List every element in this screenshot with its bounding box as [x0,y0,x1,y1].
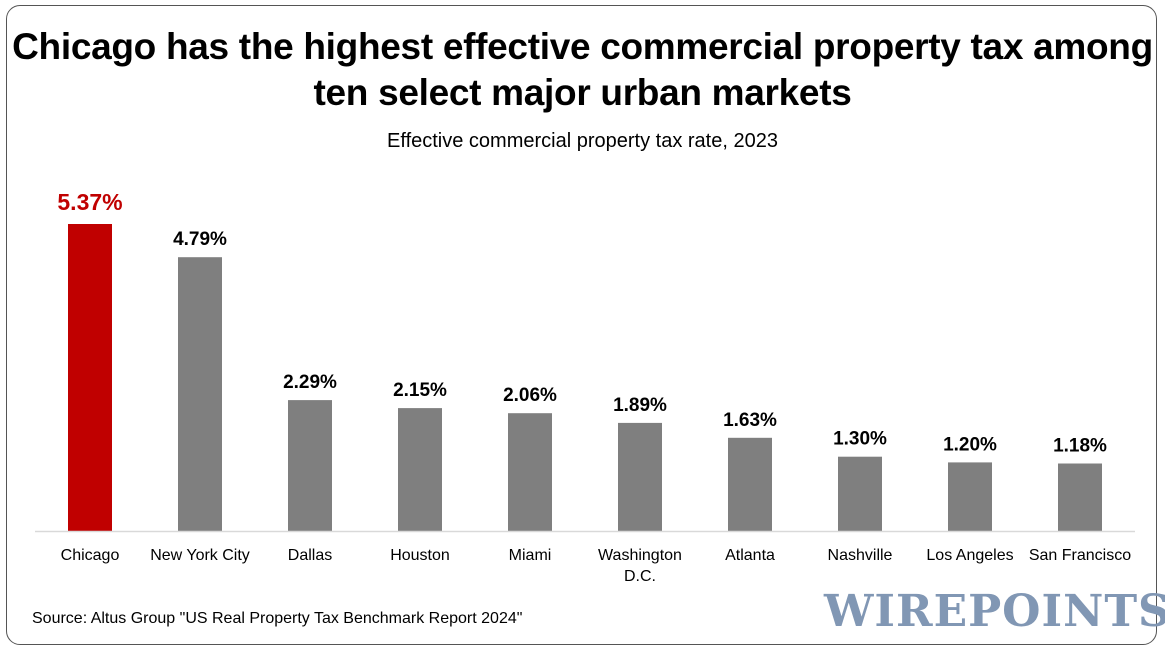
category-label-6-line-1: Washington [598,547,682,564]
bar-7 [728,437,772,531]
data-label-8: 1.30% [833,429,887,450]
category-label-8-line-1: Nashville [828,547,893,564]
category-label-1-line-1: Chicago [61,547,120,564]
bar-6 [618,422,662,531]
category-label-10: San Francisco [1029,547,1131,564]
category-label-2-line-1: New York City [150,547,250,564]
category-label-8: Nashville [828,547,893,564]
bar-4 [398,408,442,531]
data-label-9: 1.20% [943,434,997,455]
bar-5 [508,413,552,531]
category-label-6-line-2: D.C. [624,568,656,585]
category-label-5: Miami [509,547,552,564]
category-label-10-line-1: San Francisco [1029,547,1131,564]
data-label-2: 4.79% [173,229,227,250]
category-label-3: Dallas [288,547,332,564]
category-label-5-line-1: Miami [509,547,552,564]
bar-2 [178,257,222,531]
data-label-7: 1.63% [723,410,777,431]
chart-title: Chicago has the highest effective commer… [12,26,1153,113]
bar-8 [838,456,882,531]
category-label-3-line-1: Dallas [288,547,332,564]
category-label-2: New York City [150,547,250,564]
category-label-7-line-1: Atlanta [725,547,775,564]
chart-subtitle: Effective commercial property tax rate, … [387,130,778,152]
category-label-7: Atlanta [725,547,775,564]
source-note: Source: Altus Group "US Real Property Ta… [32,610,523,627]
bar-3 [288,400,332,531]
category-label-6: Washington D.C. [598,547,682,585]
data-label-5: 2.06% [503,385,557,406]
data-label-4: 2.15% [393,380,447,401]
bar-9 [948,462,992,531]
category-label-9-line-1: Los Angeles [926,547,1013,564]
category-label-9: Los Angeles [926,547,1013,564]
category-label-4-line-1: Houston [390,547,450,564]
data-label-6: 1.89% [613,395,667,416]
category-label-1: Chicago [61,547,120,564]
wirepoints-logo: WIREPOINTS [824,586,1165,637]
category-label-4: Houston [390,547,450,564]
bar-10 [1058,463,1102,531]
data-label-1: 5.37% [57,189,122,215]
data-label-3: 2.29% [283,372,337,393]
bar-1 [68,224,112,531]
data-label-10: 1.18% [1053,436,1107,457]
